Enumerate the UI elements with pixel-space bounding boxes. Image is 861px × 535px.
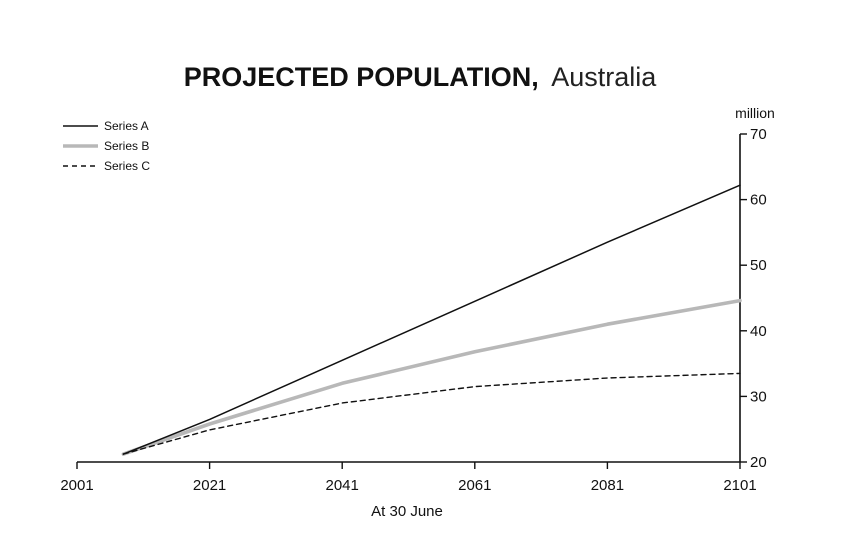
x-tick-label-2001: 2001 (60, 477, 93, 494)
chart-title: PROJECTED POPULATION, Australia (184, 62, 658, 92)
y-tick-label-50: 50 (750, 257, 767, 274)
chart-title-main: PROJECTED POPULATION, (184, 62, 539, 92)
y-tick-label-70: 70 (750, 126, 767, 143)
series-a-line (122, 184, 741, 455)
chart-subtitle: Australia (551, 62, 657, 92)
series-a-legend-label: Series A (104, 119, 149, 133)
y-tick-label-60: 60 (750, 192, 767, 209)
x-tick-label-2101: 2101 (723, 477, 756, 494)
y-tick-label-40: 40 (750, 323, 767, 340)
series-b-line (121, 298, 742, 456)
legend: Series A Series B Series C (63, 119, 150, 173)
x-tick-label-2021: 2021 (193, 477, 226, 494)
x-tick-label-2061: 2061 (458, 477, 491, 494)
axes: 2001 2021 2041 2061 2081 2101 20 30 40 50 60 70 (60, 126, 766, 494)
series-b-legend-label: Series B (104, 139, 149, 153)
y-tick-label-20: 20 (750, 454, 767, 471)
y-axis-unit-label: million (735, 105, 775, 121)
series-c-legend-label: Series C (104, 159, 150, 173)
x-axis-title: At 30 June (371, 503, 443, 520)
y-tick-label-30: 30 (750, 388, 767, 405)
series-layer (121, 184, 742, 456)
x-tick-label-2041: 2041 (326, 477, 359, 494)
series-c-line (122, 372, 741, 455)
x-tick-label-2081: 2081 (591, 477, 624, 494)
